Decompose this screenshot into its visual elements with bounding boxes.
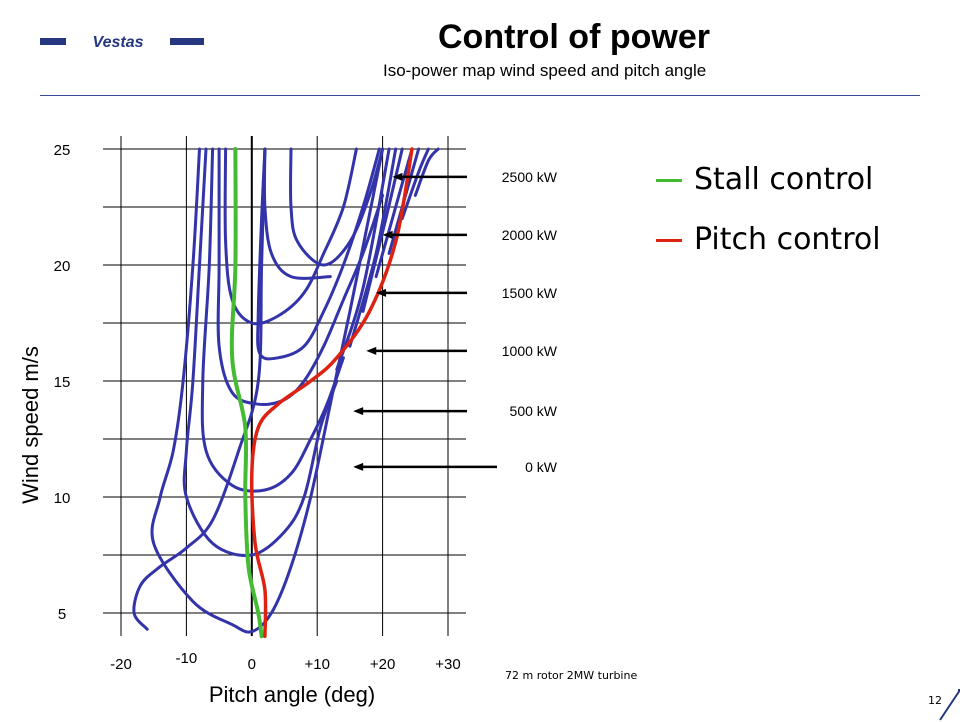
arrow-head-icon [366, 346, 377, 355]
legend-pitch: Pitch control [656, 222, 881, 257]
annotation-label: 1000 kW [502, 343, 558, 359]
legend-pitch-label: Pitch control [694, 222, 881, 257]
iso-curve-fan-1 [328, 147, 385, 406]
arrow-head-icon [353, 462, 364, 471]
x-tick-label: -20 [110, 656, 132, 673]
y-axis-label: Wind speed m/s [18, 346, 43, 504]
y-tick-label: 10 [54, 490, 71, 507]
iso-curve-1000-kw [182, 147, 339, 557]
stall-swatch [656, 179, 682, 182]
page-subtitle: Iso-power map wind speed and pitch angle [383, 61, 707, 80]
y-tick-label: 15 [54, 374, 71, 391]
x-tick-label: 0 [248, 656, 256, 673]
iso-curve-upper-2 [289, 147, 385, 267]
annotation-label: 2000 kW [502, 227, 558, 243]
iso-curve-fan-6 [387, 147, 421, 255]
annotation-label: 500 kW [510, 403, 558, 419]
vestas-logo: Vestas [40, 34, 204, 50]
x-tick-label: +10 [304, 656, 329, 673]
x-tick-label: -10 [176, 650, 198, 667]
iso-curve-fan-7 [400, 147, 430, 221]
iso-curve-0-kw [132, 147, 267, 631]
header-divider [40, 95, 920, 96]
pitch-swatch [656, 239, 682, 242]
x-tick-label: +20 [370, 656, 395, 673]
annotation-label: 2500 kW [502, 169, 558, 185]
x-tick-label: +30 [435, 656, 460, 673]
y-tick-label: 5 [58, 606, 66, 623]
iso-curve-upper-1 [262, 147, 332, 280]
iso-curve-2250-kw [223, 147, 358, 326]
corner-mark [939, 689, 960, 721]
page-title: Control of power [438, 18, 710, 56]
iso-curve-fan-4 [361, 147, 404, 313]
arrow-head-icon [392, 172, 403, 181]
iso-curve-fan-8 [413, 147, 440, 197]
arrow-head-icon [382, 230, 393, 239]
page-number: 12 [928, 694, 942, 707]
logo-text: Vestas [93, 34, 144, 50]
pitch-control-line [249, 147, 414, 638]
y-tick-label: 25 [54, 142, 71, 159]
legend-stall-label: Stall control [694, 162, 874, 197]
stall-control-line [229, 147, 264, 639]
legend-stall: Stall control [656, 162, 873, 197]
iso-curve-500-kw [150, 147, 332, 634]
iso-curve-1500-kw [200, 147, 345, 493]
arrow-head-icon [353, 407, 364, 416]
annotation-label: 1500 kW [502, 285, 558, 301]
annotation-label: 0 kW [525, 459, 558, 475]
x-axis-label: Pitch angle (deg) [209, 682, 375, 707]
arrow-head-icon [376, 288, 387, 297]
footnote: 72 m rotor 2MW turbine [505, 669, 638, 682]
y-tick-label: 20 [54, 258, 71, 275]
iso-curve-fan-5 [374, 147, 414, 279]
